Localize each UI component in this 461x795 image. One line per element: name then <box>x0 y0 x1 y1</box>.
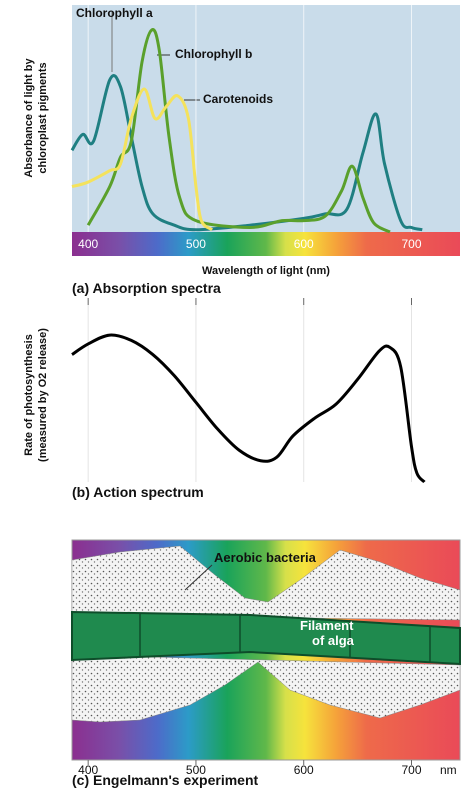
y-axis-label: (measured by O2 release) <box>37 328 49 462</box>
alga-filament <box>71 610 461 666</box>
caption: (a) Absorption spectra <box>72 280 221 296</box>
x-tick-label: 600 <box>294 763 314 777</box>
series-label: Chlorophyll a <box>76 6 153 20</box>
x-tick-label: 700 <box>401 763 421 777</box>
y-axis-label: chloroplast pigments <box>37 62 49 173</box>
series-label: Chlorophyll b <box>175 47 252 61</box>
caption: (c) Engelmann's experiment <box>72 772 258 788</box>
x-tick-label: 400 <box>78 763 98 777</box>
caption: (b) Action spectrum <box>72 484 204 500</box>
y-axis-label: Rate of photosynthesis <box>23 334 35 456</box>
plot-area <box>72 5 460 232</box>
series-label: Carotenoids <box>203 92 273 106</box>
data-line <box>86 28 391 234</box>
filament-cells <box>139 613 431 662</box>
annotation: of alga <box>312 633 355 648</box>
data-line <box>70 74 423 232</box>
x-tick-label: 500 <box>186 237 206 251</box>
plot-area <box>72 305 460 482</box>
x-axis-label: Wavelength of light (nm) <box>202 265 330 277</box>
spectrum-bar <box>72 232 460 256</box>
bacteria <box>71 545 461 621</box>
bacteria <box>71 654 461 723</box>
y-axis-label: Absorbance of light by <box>23 58 35 178</box>
data-line <box>71 87 214 232</box>
x-tick-label: 600 <box>294 237 314 251</box>
leader-line <box>184 564 213 591</box>
x-tick-label: 700 <box>401 237 421 251</box>
annotation: Filament <box>300 618 354 633</box>
x-tick-label: 400 <box>78 237 98 251</box>
unit-label: nm <box>440 763 457 777</box>
data-line <box>71 333 426 484</box>
x-tick-label: 500 <box>186 763 206 777</box>
annotation: Aerobic bacteria <box>214 550 317 565</box>
